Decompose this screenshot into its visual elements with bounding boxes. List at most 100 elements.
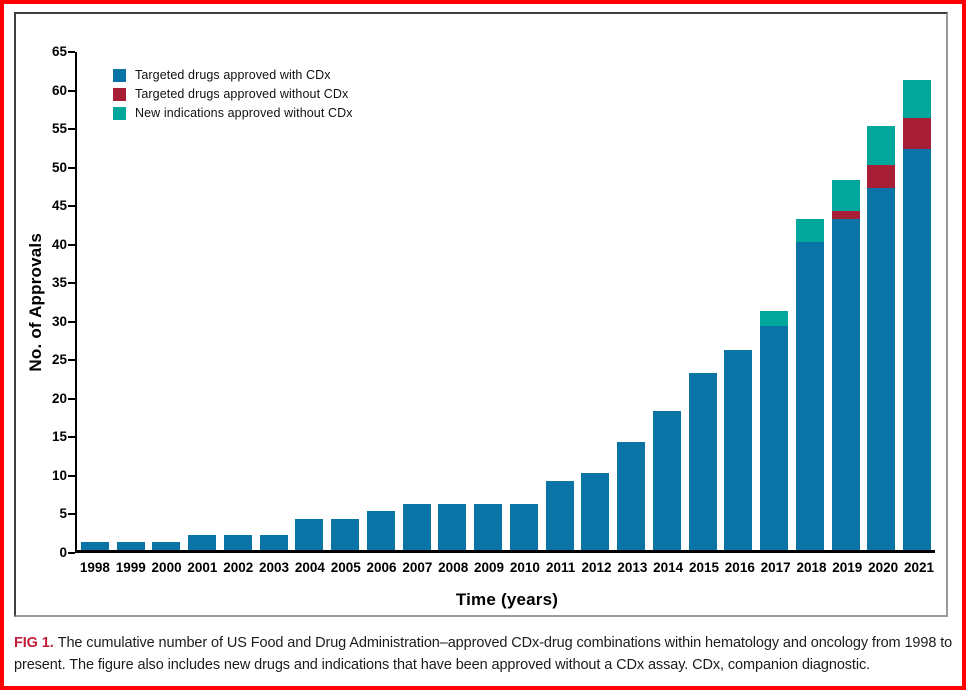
bar-slot [542,52,578,550]
x-axis-title: Time (years) [455,590,559,609]
x-tick-label: 2003 [259,560,290,575]
bar-segment [831,218,860,550]
bar-segment [903,79,932,119]
figure-caption: FIG 1. The cumulative number of US Food a… [14,632,954,677]
bar-segment [223,534,252,550]
bar-slot [256,52,292,550]
bar-1998 [80,542,109,550]
y-tick-mark [68,243,75,246]
bar-segment [617,442,646,550]
y-tick-label: 10 [51,467,67,483]
bar-segment [474,503,503,550]
bar-2021 [903,79,932,550]
bar-2002 [223,534,252,550]
y-tick-mark [68,474,75,477]
legend-swatch [113,106,126,120]
bar-segment [509,503,538,550]
bar-slot [613,52,649,550]
bar-segment [867,164,896,188]
y-tick-mark [68,51,75,53]
figure-caption-text: The cumulative number of US Food and Dru… [14,635,953,674]
x-tick-label: 2021 [903,560,934,575]
bar-2001 [188,534,217,550]
bar-slot [220,52,256,550]
bar-slot [899,52,935,550]
bar-slot [578,52,614,550]
y-tick-label: 5 [59,506,67,522]
bar-slot [363,52,399,550]
x-tick-label: 1999 [115,560,146,575]
x-tick-label: 2019 [832,560,863,575]
x-tick-label: 2010 [509,560,540,575]
bar-2018 [795,218,824,550]
x-tick-label: 2007 [402,560,433,575]
legend-label: New indications approved without CDx [135,106,353,120]
bar-2009 [474,503,503,550]
bar-slot [649,52,685,550]
x-tick-label: 2004 [294,560,325,575]
bar-segment [760,326,789,550]
bar-segment [438,503,467,550]
bar-segment [903,149,932,550]
y-tick-label: 15 [51,429,67,445]
x-tick-label: 2020 [868,560,899,575]
x-tick-label: 2001 [187,560,218,575]
bar-segment [831,180,860,211]
bar-segment [331,519,360,550]
bar-slot [435,52,471,550]
figure-caption-label: FIG 1. [14,635,54,651]
bars [77,52,935,550]
y-tick-label: 0 [59,545,67,560]
bar-2000 [152,542,181,550]
legend-item: New indications approved without CDx [113,106,353,120]
bar-slot [113,52,149,550]
bar-slot [399,52,435,550]
x-tick-label: 2008 [438,560,469,575]
bar-slot [470,52,506,550]
y-tick-label: 30 [51,313,67,329]
x-tick-label: 1998 [79,560,110,575]
legend-label: Targeted drugs approved with CDx [135,68,331,82]
legend-label: Targeted drugs approved without CDx [135,87,349,101]
y-tick-label: 65 [51,44,67,59]
x-tick-labels: 1998 1999 2000 2001 2002 2003 2004 2005 2006 2007… [77,560,937,575]
x-tick-label: 2013 [617,560,648,575]
legend: Targeted drugs approved with CDx Targete… [113,68,353,120]
y-tick-mark [68,513,75,516]
bar-slot [327,52,363,550]
x-tick-label: 2011 [546,560,576,575]
bar-segment [652,411,681,550]
bar-segment [867,187,896,550]
bar-2013 [617,442,646,550]
bar-2003 [259,534,288,550]
x-tick-label: 2018 [796,560,827,575]
y-tick-label: 45 [51,198,67,214]
bar-segment [795,218,824,242]
x-tick-label: 2014 [653,560,684,575]
bar-2006 [366,511,395,550]
y-tick-label: 25 [51,352,67,368]
bar-1999 [116,542,145,550]
bar-2011 [545,480,574,550]
y-tick-label: 35 [51,275,67,291]
legend-item: Targeted drugs approved with CDx [113,68,353,82]
bar-segment [366,511,395,550]
y-tick-mark [68,166,75,169]
bar-segment [760,311,789,327]
bar-2012 [581,472,610,550]
bar-slot [77,52,113,550]
bar-segment [903,118,932,150]
x-tick-label: 2016 [724,560,755,575]
y-tick-label: 40 [51,236,67,252]
bar-slot [756,52,792,550]
y-tick-mark [68,397,75,400]
bar-2015 [688,372,717,550]
bar-segment [188,534,217,550]
y-tick-mark [68,552,75,554]
y-tick-label: 50 [51,159,67,175]
y-tick-label: 20 [51,390,67,406]
bar-slot [149,52,185,550]
y-tick-mark [68,128,75,131]
y-tick-mark [68,436,75,439]
bar-segment [80,542,109,550]
